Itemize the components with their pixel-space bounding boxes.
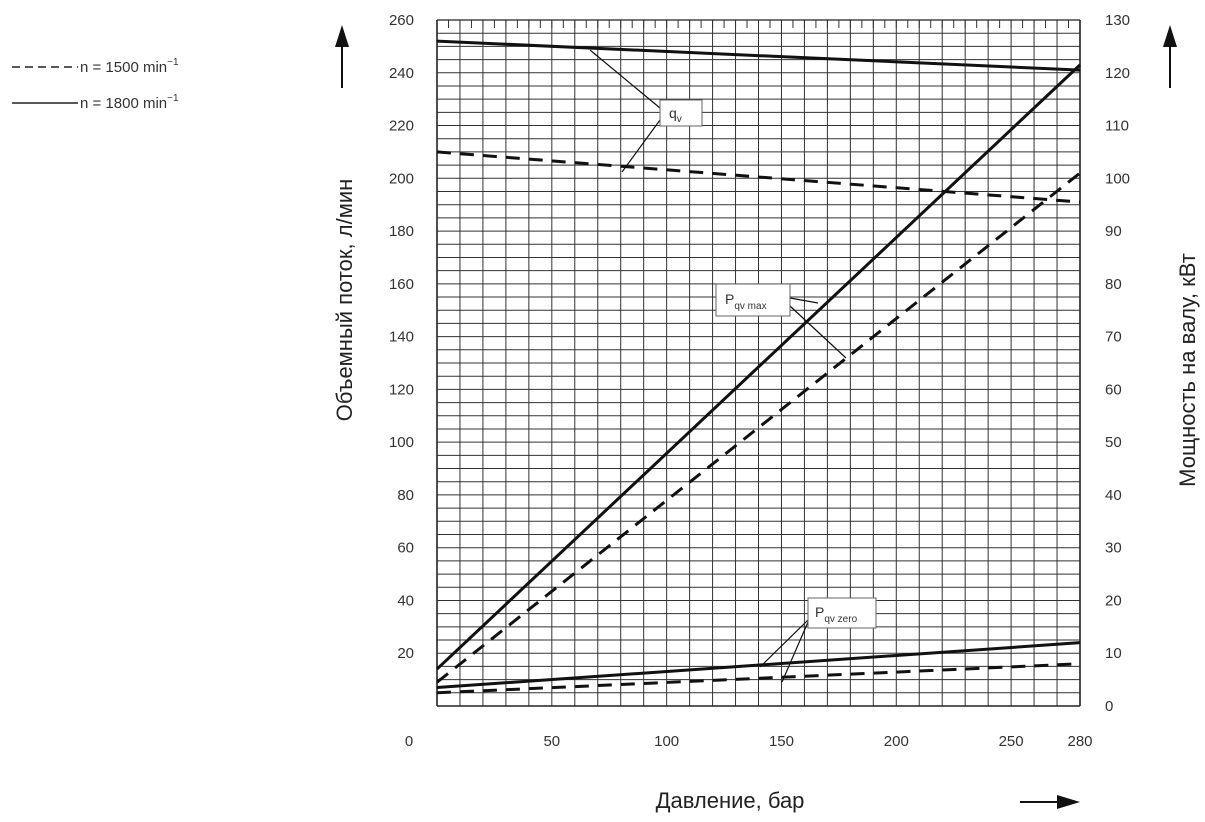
annotation-leader-line [621, 119, 661, 173]
x-tick-label: 250 [999, 733, 1024, 750]
plot-frame [436, 19, 1081, 707]
y-left-tick-label: 20 [397, 645, 414, 662]
y-right-tick-label: 10 [1105, 645, 1122, 662]
series-line-q-v-1800 [436, 39, 1081, 72]
y-right-tick-label: 130 [1105, 12, 1130, 29]
y-left-tick-label: 120 [389, 381, 414, 398]
annotation-pqv-max-sub: qv max [734, 301, 766, 312]
x-tick-label: 150 [769, 733, 794, 750]
annotation-pqv-zero: Pqv zero [807, 597, 877, 629]
annotation-leader-line [789, 305, 847, 359]
y-left-tick-label: 40 [397, 592, 414, 609]
x-axis-arrow [1020, 795, 1080, 809]
legend-label-1500: n = 1500 min−1 [80, 57, 179, 76]
y-left-tick-label: 240 [389, 65, 414, 82]
y-left-tick-label: 200 [389, 170, 414, 187]
series-line-p-qv-zero-1500 [436, 662, 1081, 695]
y-axis-left-arrow [335, 25, 349, 88]
y-left-tick-label: 60 [397, 540, 414, 557]
y-left-tick-label: 260 [389, 12, 414, 29]
y-right-tick-label: 110 [1105, 118, 1129, 135]
annotation-leader-line [589, 49, 661, 109]
svg-text:Pqv max: Pqv max [725, 291, 767, 312]
annotation-pqv-max-main: P [725, 291, 734, 307]
annotation-pqv-max: Pqv max [715, 283, 791, 317]
legend-label-1800: n = 1800 min−1 [80, 93, 179, 112]
y-left-tick-label: 180 [389, 223, 414, 240]
annotation-leader-line [789, 297, 819, 304]
x-tick-label: 100 [654, 733, 679, 750]
y-right-tick-label: 0 [1105, 698, 1113, 715]
y-right-tick-label: 60 [1105, 381, 1122, 398]
y-right-tick-label: 80 [1105, 276, 1122, 293]
x-tick-label: 280 [1067, 733, 1092, 750]
series-line-p-qv-max-1800 [435, 63, 1082, 671]
y-left-tick-label: 160 [389, 276, 414, 293]
annotation-qv-sub: v [677, 114, 682, 125]
y-axis-left-title: Объемный поток, л/мин [332, 179, 357, 422]
legend: n = 1500 min−1 n = 1800 min−1 [12, 57, 179, 112]
y-right-tick-label: 70 [1105, 329, 1122, 346]
x-tick-label: 0 [405, 733, 413, 750]
annotation-leader-line [759, 619, 809, 668]
grid [437, 20, 1080, 706]
series-lines [435, 39, 1082, 695]
y-left-tick-label: 220 [389, 118, 414, 135]
annotation-qv-main: q [669, 105, 677, 121]
y-left-tick-label: 100 [389, 434, 414, 451]
x-tick-label: 200 [884, 733, 909, 750]
y-left-tick-label: 80 [397, 487, 414, 504]
y-right-tick-label: 40 [1105, 487, 1122, 504]
x-axis-title: Давление, бар [656, 788, 805, 813]
series-line-q-v-1500 [436, 150, 1081, 204]
annotation-pqv-zero-main: P [815, 604, 824, 620]
y-axis-right-title: Мощность на валу, кВт [1175, 253, 1200, 487]
tick-labels: 0 50 100 150 200 250 2802040608010012014016018… [389, 12, 1130, 750]
series-line-p-qv-zero-1800 [436, 641, 1081, 690]
y-left-tick-label: 140 [389, 329, 414, 346]
annotation-leader-line [781, 621, 809, 683]
y-right-tick-label: 100 [1105, 170, 1130, 187]
y-right-tick-label: 30 [1105, 540, 1122, 557]
svg-text:qv: qv [669, 105, 682, 125]
annotation-qv: qv [659, 99, 703, 127]
annotation-pqv-zero-sub: qv zero [824, 614, 857, 625]
y-right-tick-label: 20 [1105, 592, 1122, 609]
y-right-tick-label: 90 [1105, 223, 1122, 240]
y-axis-right-arrow [1163, 25, 1177, 88]
x-tick-label: 50 [543, 733, 560, 750]
svg-text:Pqv zero: Pqv zero [815, 604, 858, 625]
y-right-tick-label: 50 [1105, 434, 1122, 451]
y-right-tick-label: 120 [1105, 65, 1130, 82]
annotation-leaders [589, 49, 847, 683]
